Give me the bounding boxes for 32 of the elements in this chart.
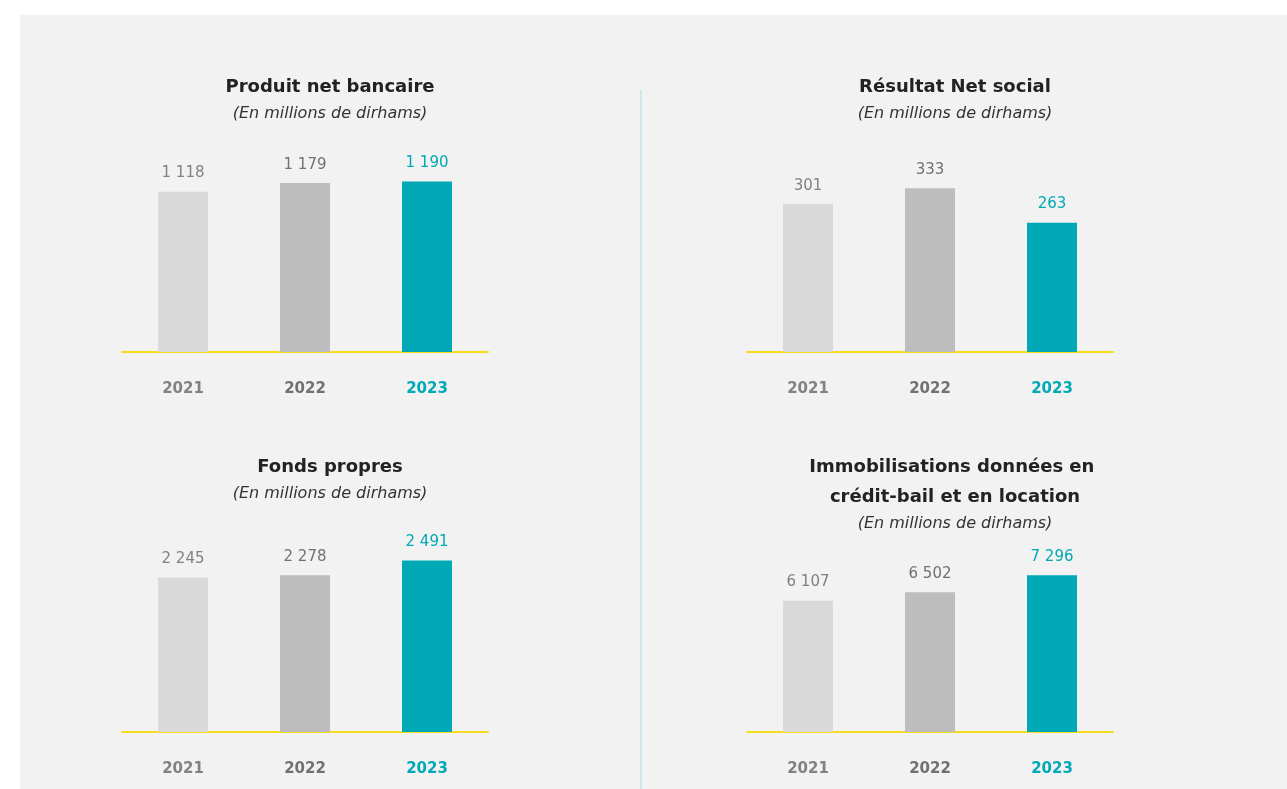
chart-subtitle: (En millions de dirhams) bbox=[857, 102, 1053, 122]
chart-subtitle: (En millions de dirhams) bbox=[232, 102, 428, 122]
chart-title: Immobilisations données en crédit-bail et en location bbox=[809, 454, 1101, 506]
x-tick-label: 2023 bbox=[1031, 758, 1073, 777]
x-tick-label: 2023 bbox=[406, 378, 448, 397]
x-tick-label: 2022 bbox=[909, 758, 951, 777]
data-label: 333 bbox=[915, 159, 945, 178]
data-label: 1 179 bbox=[283, 154, 327, 173]
data-label: 301 bbox=[793, 175, 823, 194]
data-label: 263 bbox=[1037, 194, 1067, 213]
chart-title: Résultat Net social bbox=[859, 74, 1051, 96]
x-tick-label: 2021 bbox=[787, 378, 829, 397]
x-tick-label: 2022 bbox=[284, 378, 326, 397]
chart-subtitle: (En millions de dirhams) bbox=[232, 482, 428, 502]
data-label: 6 107 bbox=[786, 572, 830, 591]
x-tick-label: 2022 bbox=[284, 758, 326, 777]
data-label: 2 245 bbox=[161, 549, 205, 568]
x-tick-label: 2021 bbox=[162, 758, 204, 777]
x-tick-label: 2021 bbox=[787, 758, 829, 777]
chart-title: Fonds propres bbox=[257, 454, 403, 476]
data-label: 6 502 bbox=[908, 563, 952, 582]
data-label: 7 296 bbox=[1030, 546, 1074, 565]
data-label: 1 118 bbox=[161, 163, 205, 182]
x-tick-label: 2022 bbox=[909, 378, 951, 397]
x-tick-label: 2023 bbox=[1031, 378, 1073, 397]
chart-subtitle: (En millions de dirhams) bbox=[857, 512, 1053, 532]
x-tick-label: 2021 bbox=[162, 378, 204, 397]
data-label: 1 190 bbox=[405, 152, 449, 171]
data-label: 2 278 bbox=[283, 546, 327, 565]
x-tick-label: 2023 bbox=[406, 758, 448, 777]
data-label: 2 491 bbox=[405, 532, 449, 551]
chart-title: Produit net bancaire bbox=[225, 74, 435, 96]
